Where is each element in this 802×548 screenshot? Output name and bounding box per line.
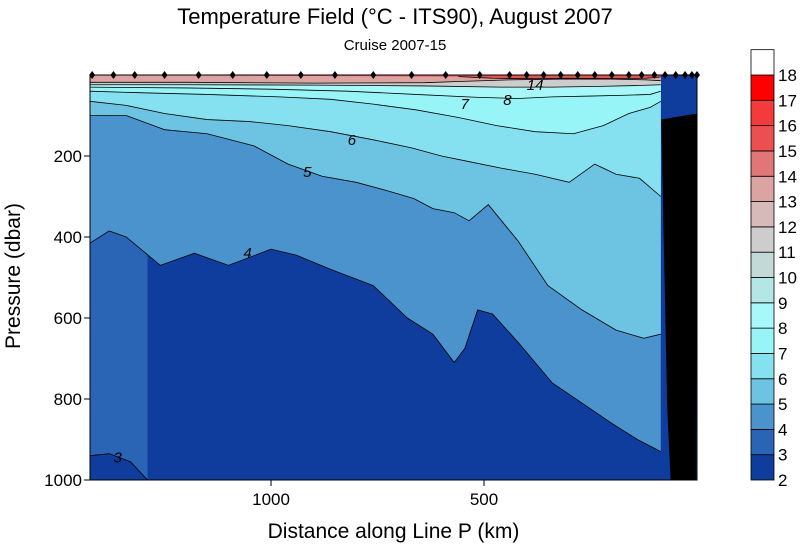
axes: 200 400 600 800 1000 1000 500 (44, 74, 698, 509)
isotherm-line-8 (89, 86, 661, 99)
colorbar-cell (750, 251, 775, 278)
isotherm-line-6 (89, 100, 662, 197)
y-tick-label: 200 (54, 147, 82, 166)
plot-frame (89, 74, 698, 481)
colorbar-cell (750, 327, 775, 354)
x-tick-label: 500 (470, 490, 498, 509)
isotherm-line-3 (89, 453, 148, 481)
contour-label: 4 (243, 245, 251, 262)
colorbar: 2 3 4 5 6 7 8 9 10 11 12 13 14 15 16 17 18 (750, 49, 797, 490)
x-axis-label: Distance along Line P (km) (267, 520, 520, 543)
contour-label: 6 (348, 132, 357, 149)
colorbar-cell (750, 99, 775, 127)
contour-labels: 3 4 5 6 7 8 14 (114, 77, 544, 467)
colorbar-label: 7 (778, 344, 787, 363)
y-axis-label: Pressure (dbar) (2, 203, 25, 349)
colorbar-label: 16 (778, 117, 797, 136)
contour-label: 3 (114, 450, 123, 467)
colorbar-label: 9 (778, 294, 787, 313)
colorbar-label: 6 (778, 370, 787, 389)
colorbar-label: 18 (778, 66, 797, 85)
colorbar-cell (750, 125, 775, 152)
colorbar-cell (750, 277, 775, 304)
colorbar-cell (750, 454, 775, 481)
contour-label: 14 (527, 77, 544, 94)
colorbar-cell (750, 226, 775, 253)
colorbar-label: 14 (778, 167, 797, 186)
colorbar-label: 5 (778, 395, 787, 414)
contour-label: 7 (461, 96, 470, 113)
colorbar-cell-top (750, 49, 775, 76)
colorbar-cell (750, 201, 775, 228)
contour-label: 8 (503, 92, 512, 109)
colorbar-cell (750, 428, 775, 456)
isotherm-line-7 (89, 90, 661, 135)
seafloor (661, 113, 697, 480)
colorbar-cell (750, 175, 775, 202)
y-tick-label: 400 (54, 228, 82, 247)
colorbar-cell (750, 150, 775, 177)
isotherm-line-16 (458, 76, 661, 80)
plot-area (89, 71, 700, 481)
colorbar-label: 4 (778, 420, 787, 439)
colorbar-label: 3 (778, 446, 787, 465)
colorbar-cell (750, 378, 775, 405)
colorbar-label: 17 (778, 91, 797, 110)
colorbar-cell (750, 353, 775, 380)
colorbar-cell (750, 302, 775, 329)
colorbar-cell (750, 403, 775, 430)
colorbar-label: 11 (778, 243, 796, 262)
contour-label: 5 (303, 164, 312, 181)
isotherm-line-14 (90, 78, 661, 84)
chart-subtitle: Cruise 2007-15 (343, 37, 447, 54)
y-tick-label: 600 (54, 309, 82, 328)
colorbar-label: 12 (778, 218, 797, 237)
x-tick-label: 1000 (252, 490, 290, 509)
isotherm-line-12 (90, 84, 661, 88)
chart-title: Temperature Field (°C - ITS90), August 2… (177, 4, 613, 29)
colorbar-label: 13 (778, 193, 797, 212)
isotherm-band-16 (90, 75, 661, 79)
y-tick-label: 1000 (44, 471, 82, 490)
colorbar-cell (750, 74, 775, 101)
colorbar-label: 10 (778, 269, 797, 288)
isotherm-line-4 (89, 230, 661, 453)
y-tick-label: 800 (54, 390, 82, 409)
isotherm-line-5 (90, 115, 661, 339)
colorbar-label: 15 (778, 142, 797, 161)
colorbar-label: 2 (778, 471, 787, 490)
colorbar-label: 8 (778, 319, 787, 338)
